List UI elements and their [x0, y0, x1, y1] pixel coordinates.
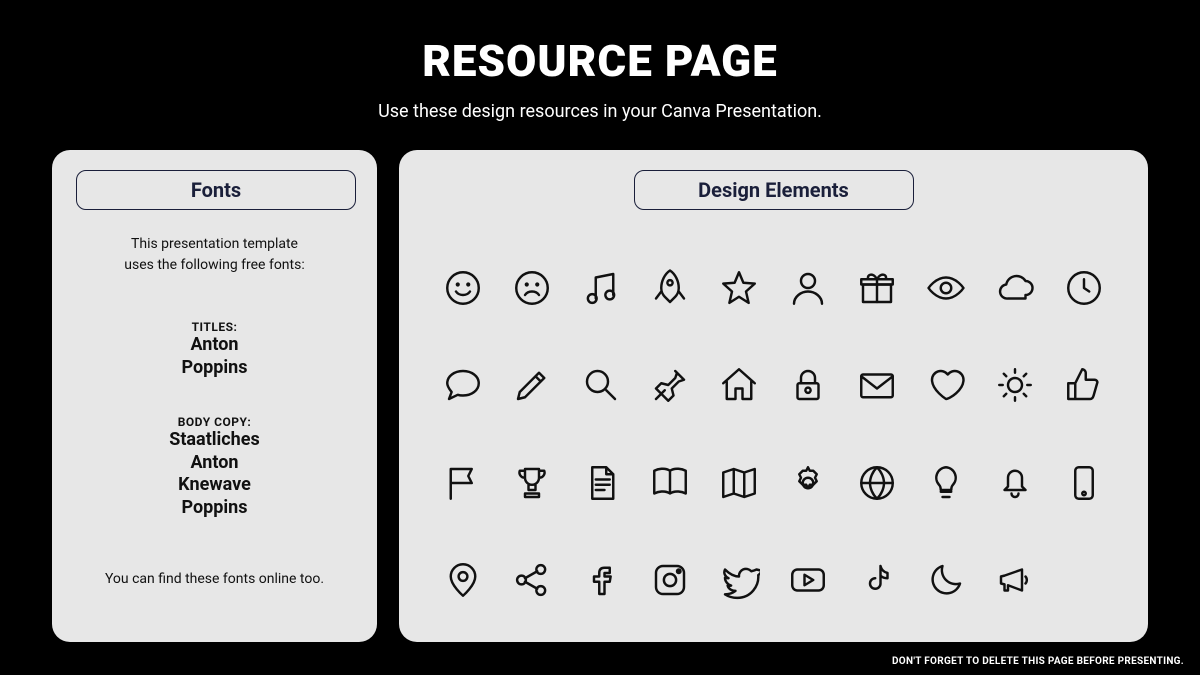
document-icon: [580, 462, 622, 508]
globe-icon: [856, 462, 898, 508]
bell-icon: [994, 462, 1036, 508]
pushpin-icon: [649, 364, 691, 410]
location-pin-icon: [442, 559, 484, 605]
body-heading: BODY COPY:: [76, 415, 353, 429]
lightbulb-icon: [925, 462, 967, 508]
sun-icon: [994, 364, 1036, 410]
thumbs-up-icon: [1063, 364, 1105, 410]
body-font-2: Anton: [76, 452, 353, 475]
envelope-icon: [856, 364, 898, 410]
panels-container: Fonts This presentation template uses th…: [0, 122, 1200, 642]
moon-icon: [925, 559, 967, 605]
music-note-icon: [580, 267, 622, 313]
map-icon: [718, 462, 760, 508]
facebook-icon: [580, 559, 622, 605]
body-font-1: Staatliches: [76, 429, 353, 452]
title-font-2: Poppins: [76, 357, 353, 380]
fonts-section-label: Fonts: [76, 170, 356, 210]
megaphone-icon: [994, 559, 1036, 605]
smile-icon: [442, 267, 484, 313]
youtube-icon: [787, 559, 829, 605]
rocket-icon: [649, 267, 691, 313]
page-title: RESOURCE PAGE: [0, 35, 1200, 87]
clock-icon: [1063, 267, 1105, 313]
pencil-icon: [511, 364, 553, 410]
fonts-intro-line1: This presentation template: [131, 236, 298, 252]
elements-section-label: Design Elements: [634, 170, 914, 210]
eye-icon: [925, 267, 967, 313]
page-subtitle: Use these design resources in your Canva…: [0, 101, 1200, 122]
fonts-intro-line2: uses the following free fonts:: [124, 257, 304, 273]
trophy-icon: [511, 462, 553, 508]
body-font-4: Poppins: [76, 497, 353, 520]
twitter-icon: [718, 559, 760, 605]
header: RESOURCE PAGE Use these design resources…: [0, 0, 1200, 122]
instagram-icon: [649, 559, 691, 605]
titles-heading: TITLES:: [76, 320, 353, 334]
book-open-icon: [649, 462, 691, 508]
gear-icon: [787, 462, 829, 508]
smartphone-icon: [1063, 462, 1105, 508]
speech-bubble-icon: [442, 364, 484, 410]
heart-icon: [925, 364, 967, 410]
icon-grid: [423, 246, 1124, 626]
title-font-1: Anton: [76, 334, 353, 357]
title-fonts-block: TITLES: Anton Poppins: [76, 320, 353, 379]
gift-icon: [856, 267, 898, 313]
magnifier-icon: [580, 364, 622, 410]
fonts-intro: This presentation template uses the foll…: [76, 234, 353, 276]
frown-icon: [511, 267, 553, 313]
footer-note: DON'T FORGET TO DELETE THIS PAGE BEFORE …: [892, 656, 1184, 667]
fonts-footer-note: You can find these fonts online too.: [76, 571, 353, 587]
star-icon: [718, 267, 760, 313]
tiktok-icon: [856, 559, 898, 605]
design-elements-panel: Design Elements: [399, 150, 1148, 642]
body-fonts-block: BODY COPY: Staatliches Anton Knewave Pop…: [76, 415, 353, 519]
body-font-3: Knewave: [76, 474, 353, 497]
home-icon: [718, 364, 760, 410]
cloud-icon: [994, 267, 1036, 313]
lock-icon: [787, 364, 829, 410]
user-icon: [787, 267, 829, 313]
flag-icon: [442, 462, 484, 508]
fonts-panel: Fonts This presentation template uses th…: [52, 150, 377, 642]
share-icon: [511, 559, 553, 605]
